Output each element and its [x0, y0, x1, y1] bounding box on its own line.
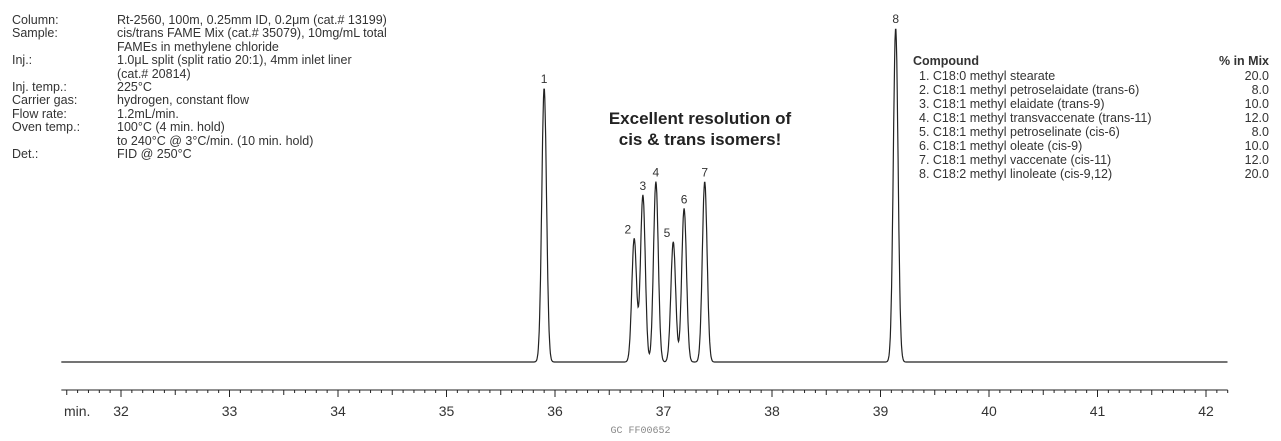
compound-pct: 10.0 [1244, 97, 1269, 111]
compound-name: 8. C18:2 methyl linoleate (cis-9,12) [919, 167, 1113, 181]
compound-pct: 20.0 [1244, 167, 1269, 181]
peak-label: 5 [664, 226, 671, 240]
condition-label: Inj. temp.: [12, 80, 67, 95]
compound-name: 4. C18:1 methyl transvaccenate (trans-11… [919, 111, 1152, 125]
condition-row: (cat.# 20814) [12, 66, 517, 81]
condition-row: Inj.: 1.0μL split (split ratio 20:1), 4mm… [12, 53, 517, 68]
peak-label: 6 [681, 192, 688, 206]
compound-name: 3. C18:1 methyl elaidate (trans-9) [919, 97, 1105, 111]
figure-id: GC FF00652 [610, 426, 671, 437]
compound-pct: 12.0 [1244, 111, 1269, 125]
condition-label: Flow rate: [12, 106, 67, 121]
compound-row: 3. C18:1 methyl elaidate (trans-9) 10.0 [913, 97, 1269, 111]
condition-value: 225°C [117, 80, 152, 95]
condition-value: to 240°C @ 3°C/min. (10 min. hold) [117, 133, 314, 148]
compound-table: Compound % in Mix 1. C18:0 methyl steara… [913, 54, 1269, 181]
compound-row: 4. C18:1 methyl transvaccenate (trans-11… [913, 111, 1269, 125]
condition-label: Inj.: [12, 53, 33, 68]
condition-row: Carrier gas: hydrogen, constant flow [12, 93, 517, 108]
compound-row: 7. C18:1 methyl vaccenate (cis-11) 12.0 [913, 153, 1269, 167]
compound-pct: 8.0 [1251, 83, 1269, 97]
condition-row: Inj. temp.: 225°C [12, 80, 517, 95]
x-tick-label: 35 [439, 403, 455, 419]
compound-rows: 1. C18:0 methyl stearate 20.0 2. C18:1 met… [913, 69, 1269, 181]
signal-trace [61, 28, 1228, 363]
compound-pct: 8.0 [1251, 125, 1269, 139]
compound-pct: 10.0 [1244, 139, 1269, 153]
pct-header: % in Mix [1218, 54, 1269, 68]
condition-value: FID @ 250°C [117, 147, 192, 162]
compound-name: 6. C18:1 methyl oleate (cis-9) [919, 139, 1083, 153]
x-tick-label: 34 [330, 403, 346, 419]
x-axis-label: min. [64, 403, 90, 419]
x-tick-label: 38 [764, 403, 780, 419]
condition-label: Sample: [12, 26, 58, 41]
condition-row: to 240°C @ 3°C/min. (10 min. hold) [12, 133, 517, 148]
compound-name: 1. C18:0 methyl stearate [919, 69, 1056, 83]
condition-value: 1.2mL/min. [117, 106, 179, 121]
condition-value: 1.0μL split (split ratio 20:1), 4mm inle… [117, 53, 352, 68]
compound-header: Compound [913, 54, 979, 68]
condition-row: FAMEs in methylene chloride [12, 39, 517, 54]
compound-row: 2. C18:1 methyl petroselaidate (trans-6)… [913, 83, 1269, 97]
condition-label: Column: [12, 13, 59, 27]
peak-label: 4 [653, 166, 660, 180]
condition-row: Oven temp.: 100°C (4 min. hold) [12, 120, 517, 135]
x-tick-label: 41 [1090, 403, 1106, 419]
x-tick-label: 32 [113, 403, 129, 419]
compound-row: 1. C18:0 methyl stearate 20.0 [913, 69, 1269, 83]
condition-row: Column: Rt-2560, 100m, 0.25mm ID, 0.2μm (… [12, 13, 517, 27]
condition-value: (cat.# 20814) [117, 66, 191, 81]
headline-line1: Excellent resolution of [608, 109, 792, 128]
condition-value: FAMEs in methylene chloride [117, 39, 279, 54]
compound-row: 5. C18:1 methyl petroselinate (cis-6) 8.0 [913, 125, 1269, 139]
peak-label: 7 [701, 166, 708, 180]
condition-label: Det.: [12, 147, 39, 162]
condition-value: Rt-2560, 100m, 0.25mm ID, 0.2μm (cat.# 1… [117, 13, 387, 27]
condition-value: 100°C (4 min. hold) [117, 120, 225, 135]
condition-row: Sample: cis/trans FAME Mix (cat.# 35079),… [12, 26, 517, 41]
compound-table-header: Compound % in Mix [913, 54, 1269, 68]
headline-line2: cis & trans isomers! [618, 130, 782, 149]
peak-label: 8 [892, 12, 899, 26]
compound-name: 5. C18:1 methyl petroselinate (cis-6) [919, 125, 1120, 139]
condition-label: Oven temp.: [12, 120, 81, 135]
x-tick-label: 39 [873, 403, 889, 419]
compound-row: 8. C18:2 methyl linoleate (cis-9,12) 20.0 [913, 167, 1269, 181]
peak-label: 1 [541, 72, 548, 86]
headline: Excellent resolution of cis & trans isom… [570, 108, 830, 150]
conditions-panel: Column: Rt-2560, 100m, 0.25mm ID, 0.2μm (… [12, 13, 517, 162]
peak-label: 2 [625, 222, 632, 236]
compound-row: 6. C18:1 methyl oleate (cis-9) 10.0 [913, 139, 1269, 153]
condition-value: cis/trans FAME Mix (cat.# 35079), 10mg/m… [117, 26, 387, 41]
condition-label: Carrier gas: [12, 93, 78, 108]
compound-name: 7. C18:1 methyl vaccenate (cis-11) [919, 153, 1112, 167]
peak-label: 3 [640, 179, 647, 193]
x-tick-label: 37 [656, 403, 672, 419]
x-tick-label: 42 [1198, 403, 1214, 419]
condition-row: Det.: FID @ 250°C [12, 147, 517, 162]
compound-name: 2. C18:1 methyl petroselaidate (trans-6) [919, 83, 1140, 97]
condition-row: Flow rate: 1.2mL/min. [12, 106, 517, 121]
compound-pct: 12.0 [1244, 153, 1269, 167]
condition-value: hydrogen, constant flow [117, 93, 250, 108]
x-tick-label: 40 [981, 403, 997, 419]
x-tick-label: 36 [547, 403, 563, 419]
compound-pct: 20.0 [1244, 69, 1269, 83]
x-tick-label: 33 [222, 403, 238, 419]
